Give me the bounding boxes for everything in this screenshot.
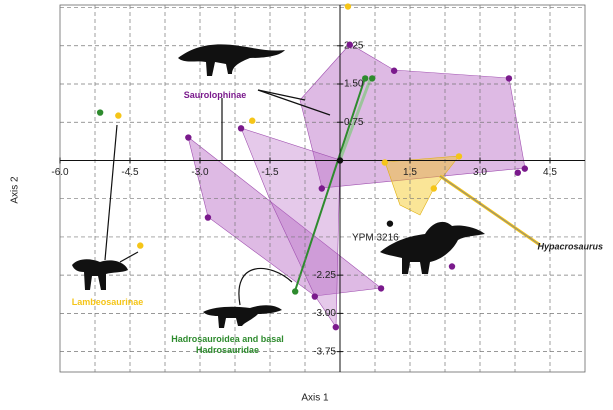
x-tick-label: 4.5 [543, 167, 557, 178]
arrow [257, 89, 306, 101]
y-axis-label: Axis 2 [10, 176, 21, 204]
point [96, 109, 104, 116]
point [430, 185, 437, 192]
point [386, 220, 394, 227]
arrow [238, 268, 293, 306]
plot-frame [59, 4, 586, 373]
hull [384, 155, 460, 216]
legend-label: Lambeosaurinae [71, 297, 144, 307]
x-tick-label: -3.0 [191, 167, 209, 178]
point [455, 153, 463, 160]
point [318, 185, 325, 192]
point [346, 41, 353, 48]
x-axis-label: Axis 1 [301, 393, 329, 404]
connector [294, 77, 366, 292]
x-tick-label: -4.5 [121, 167, 139, 178]
y-tick-label: 2.25 [344, 40, 364, 51]
connector [338, 79, 372, 161]
x-tick-label: 1.5 [403, 167, 417, 178]
arrow [119, 251, 139, 263]
point [377, 285, 385, 292]
silhouette [380, 221, 485, 274]
point [332, 323, 339, 331]
grid: -6.0 -4.5 -3.0 -1.5 1.5 3.0 4.5 2.25 1.50 0.75 -2.… [51, 4, 586, 373]
connector [439, 175, 541, 246]
legend-label: Saurolophinae [183, 90, 247, 100]
point [344, 3, 352, 10]
point [185, 134, 192, 141]
point [362, 75, 369, 82]
point [115, 112, 122, 119]
point [336, 157, 344, 164]
point [505, 75, 513, 82]
legend-label: Hadrosauroidea and basal Hadrosauridae [171, 334, 284, 355]
arrow [104, 124, 118, 261]
silhouettes [72, 44, 485, 328]
y-tick-label: -2.25 [313, 270, 336, 281]
point [292, 288, 299, 295]
y-tick-label: 0.75 [344, 117, 364, 128]
x-tick-label: 3.0 [473, 167, 487, 178]
point [390, 67, 398, 74]
x-tick-label: -1.5 [261, 167, 279, 178]
silhouette [178, 44, 285, 76]
arrow [257, 89, 331, 116]
point [514, 169, 521, 176]
annotation: YPM 3216 [352, 233, 399, 244]
hulls [187, 43, 541, 328]
silhouette [203, 305, 282, 328]
point [369, 75, 376, 82]
point [381, 159, 388, 166]
y-tick-label: -3.75 [313, 346, 336, 357]
point [204, 214, 212, 221]
point [237, 125, 245, 132]
silhouette [72, 259, 128, 290]
x-tick-label: -6.0 [51, 167, 69, 178]
points [96, 3, 528, 331]
point [448, 263, 456, 270]
arrows [104, 89, 331, 306]
point [521, 165, 528, 172]
y-tick-label: -3.00 [313, 308, 336, 319]
y-tick-label: 1.50 [344, 79, 364, 90]
point [311, 293, 318, 300]
point [249, 117, 256, 124]
point [137, 242, 144, 249]
hull [240, 127, 341, 328]
annotation: Hypacrosaurus [537, 241, 603, 251]
